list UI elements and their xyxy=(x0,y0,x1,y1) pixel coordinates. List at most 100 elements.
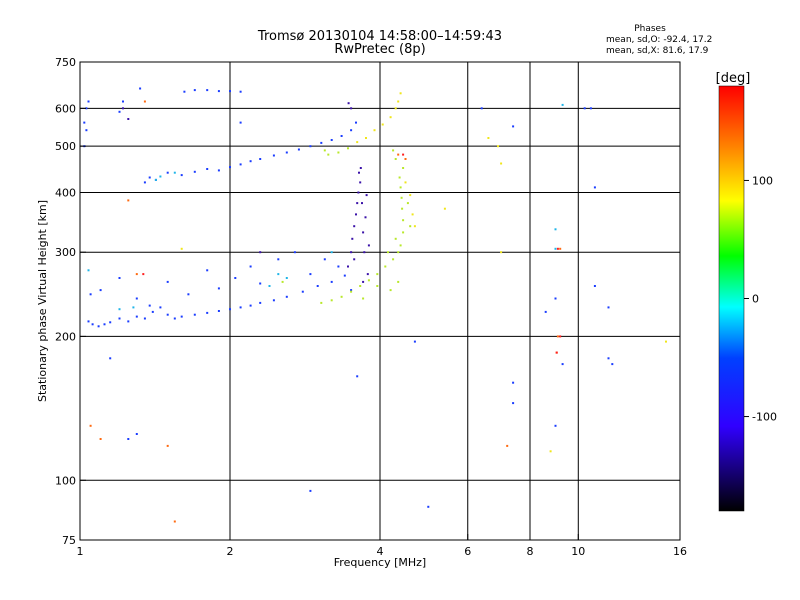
data-point-series-0 xyxy=(350,129,353,132)
data-point-series-0 xyxy=(272,154,275,157)
data-point-series-5 xyxy=(506,444,509,447)
data-point-series-1 xyxy=(353,258,356,261)
data-point-series-2 xyxy=(87,269,90,272)
data-point-series-0 xyxy=(297,148,300,151)
data-point-series-4 xyxy=(665,340,667,343)
data-point-series-1 xyxy=(365,194,368,197)
data-point-series-6 xyxy=(555,351,558,354)
data-point-series-0 xyxy=(301,290,304,293)
data-point-series-0 xyxy=(234,277,237,279)
stats-heading: Phases xyxy=(634,24,666,34)
data-point-series-3 xyxy=(392,149,395,152)
data-point-series-6 xyxy=(556,247,559,250)
data-point-series-0 xyxy=(309,145,312,148)
data-point-series-3 xyxy=(340,295,343,298)
data-point-series-3 xyxy=(399,244,402,247)
data-point-series-1 xyxy=(347,102,350,105)
data-point-series-3 xyxy=(330,299,333,302)
data-point-series-1 xyxy=(357,191,360,194)
x-tick-label: 8 xyxy=(527,545,534,558)
data-point-series-1 xyxy=(359,167,362,169)
x-tick-label: 6 xyxy=(464,545,471,558)
data-point-series-0 xyxy=(206,269,209,272)
data-point-series-4 xyxy=(397,100,400,103)
y-tick-label: 100 xyxy=(55,474,76,487)
data-point-series-0 xyxy=(259,282,262,285)
data-point-series-3 xyxy=(362,297,365,300)
data-point-series-5 xyxy=(166,444,169,447)
data-point-series-0 xyxy=(330,139,333,141)
data-point-series-4 xyxy=(409,194,412,197)
data-point-series-0 xyxy=(309,273,312,276)
data-point-series-3 xyxy=(397,251,400,254)
data-point-series-6 xyxy=(559,335,562,338)
data-point-series-2 xyxy=(132,306,135,309)
data-point-series-5 xyxy=(143,100,146,103)
data-point-series-1 xyxy=(127,118,130,120)
data-point-series-0 xyxy=(193,313,196,316)
colorbar-label: [deg] xyxy=(716,71,751,86)
data-point-series-1 xyxy=(364,216,367,219)
data-point-series-2 xyxy=(554,228,557,231)
data-point-series-0 xyxy=(554,424,557,427)
data-point-series-3 xyxy=(392,258,395,261)
data-point-series-0 xyxy=(193,170,196,173)
data-point-series-2 xyxy=(154,178,157,181)
y-tick-label: 500 xyxy=(55,140,76,153)
data-point-series-0 xyxy=(259,301,262,304)
data-point-series-0 xyxy=(166,171,169,174)
data-point-series-5 xyxy=(99,438,102,440)
data-point-series-5 xyxy=(559,247,562,250)
data-point-series-3 xyxy=(394,237,397,240)
data-point-series-4 xyxy=(413,225,416,228)
data-point-series-0 xyxy=(512,381,515,384)
data-point-series-0 xyxy=(103,323,106,326)
data-point-series-0 xyxy=(109,321,112,324)
data-point-series-0 xyxy=(583,107,586,110)
grid-lines xyxy=(80,62,680,540)
data-point-series-0 xyxy=(607,306,610,309)
data-point-series-4 xyxy=(497,145,499,148)
data-point-series-0 xyxy=(593,186,596,189)
data-point-series-3 xyxy=(384,265,387,268)
data-point-series-1 xyxy=(353,225,356,228)
data-point-series-0 xyxy=(173,317,176,320)
data-point-series-0 xyxy=(180,174,183,177)
data-point-series-4 xyxy=(389,116,392,119)
data-point-series-0 xyxy=(259,158,262,160)
colorbar-ticks: 100 0 -100 xyxy=(744,174,777,424)
data-point-series-4 xyxy=(356,141,359,144)
data-point-series-0 xyxy=(343,274,346,277)
data-point-series-2 xyxy=(277,273,280,276)
data-point-series-0 xyxy=(187,293,190,296)
data-point-series-0 xyxy=(337,265,340,268)
data-point-series-0 xyxy=(206,311,209,314)
data-point-series-3 xyxy=(350,290,353,293)
data-point-series-0 xyxy=(480,107,483,110)
data-point-series-3 xyxy=(401,207,404,210)
data-point-series-3 xyxy=(347,147,349,150)
data-point-series-1 xyxy=(363,251,366,254)
data-point-series-5 xyxy=(556,335,559,338)
data-point-series-2 xyxy=(561,103,564,106)
data-point-series-0 xyxy=(139,87,142,90)
data-point-series-0 xyxy=(135,433,138,435)
data-point-series-2 xyxy=(159,175,162,178)
data-point-series-0 xyxy=(143,317,146,320)
data-point-series-1 xyxy=(350,251,353,254)
data-point-series-0 xyxy=(229,308,231,311)
data-point-series-0 xyxy=(554,297,557,300)
data-point-series-4 xyxy=(373,129,376,132)
data-point-series-3 xyxy=(399,186,402,189)
y-tick-label: 300 xyxy=(55,246,76,259)
data-point-series-0 xyxy=(323,258,326,261)
data-point-series-3 xyxy=(327,153,330,156)
data-point-series-0 xyxy=(607,357,610,360)
data-point-series-4 xyxy=(487,137,490,139)
data-point-series-0 xyxy=(427,505,430,508)
data-point-series-1 xyxy=(259,251,262,254)
data-point-series-1 xyxy=(361,202,363,205)
data-point-series-2 xyxy=(285,277,288,279)
data-point-series-0 xyxy=(83,121,86,124)
data-point-series-3 xyxy=(400,196,403,199)
